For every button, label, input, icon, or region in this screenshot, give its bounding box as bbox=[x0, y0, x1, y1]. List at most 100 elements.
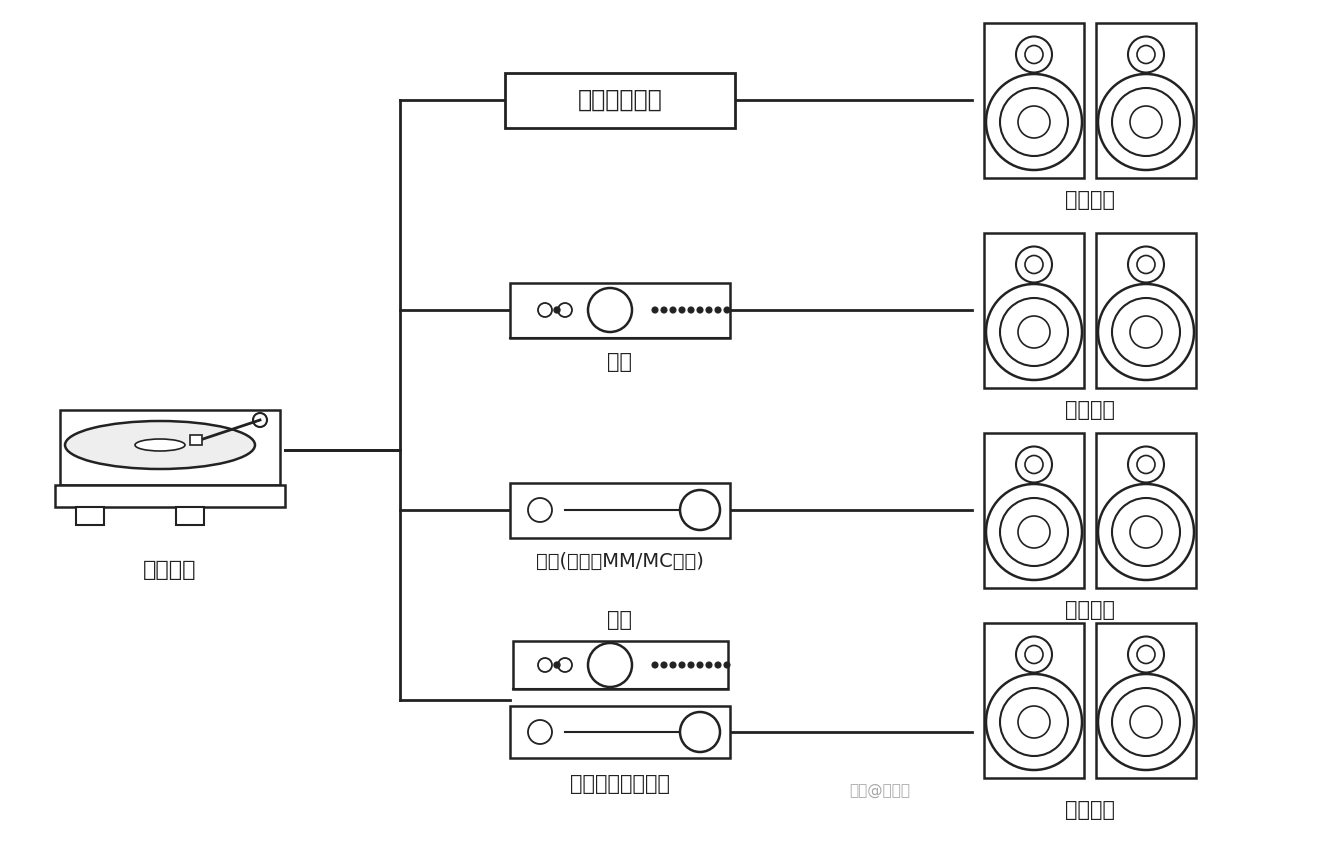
Circle shape bbox=[670, 307, 676, 313]
Circle shape bbox=[1112, 688, 1180, 756]
Circle shape bbox=[1016, 636, 1052, 673]
Bar bbox=[505, 73, 736, 127]
Circle shape bbox=[1016, 246, 1052, 283]
Circle shape bbox=[1019, 706, 1051, 738]
Circle shape bbox=[661, 307, 668, 313]
Bar bbox=[190, 435, 202, 445]
Circle shape bbox=[680, 712, 720, 752]
Bar bbox=[76, 507, 104, 525]
Circle shape bbox=[1025, 646, 1043, 663]
Circle shape bbox=[1129, 516, 1161, 548]
Circle shape bbox=[1097, 484, 1193, 580]
Circle shape bbox=[1025, 45, 1043, 63]
Text: 唱放: 唱放 bbox=[607, 610, 633, 630]
Circle shape bbox=[987, 284, 1081, 380]
Circle shape bbox=[554, 662, 559, 668]
Circle shape bbox=[1019, 106, 1051, 138]
Circle shape bbox=[651, 662, 658, 668]
Circle shape bbox=[1097, 74, 1193, 170]
Circle shape bbox=[1137, 256, 1155, 273]
Text: 功放(带对应MM/MC唱放): 功放(带对应MM/MC唱放) bbox=[537, 552, 704, 571]
Circle shape bbox=[1129, 106, 1161, 138]
Bar bbox=[510, 283, 730, 337]
Circle shape bbox=[680, 490, 720, 530]
Circle shape bbox=[587, 288, 631, 332]
Ellipse shape bbox=[135, 439, 186, 451]
Text: 黑胶唱机: 黑胶唱机 bbox=[143, 560, 196, 580]
Circle shape bbox=[706, 662, 712, 668]
Text: 有源音箱: 有源音箱 bbox=[1065, 400, 1115, 420]
Circle shape bbox=[1000, 298, 1068, 366]
Circle shape bbox=[529, 498, 551, 522]
Bar bbox=[984, 623, 1084, 778]
Circle shape bbox=[1000, 88, 1068, 156]
Circle shape bbox=[688, 662, 694, 668]
Circle shape bbox=[670, 662, 676, 668]
Text: 唱机自带唱放: 唱机自带唱放 bbox=[578, 88, 662, 112]
Circle shape bbox=[1128, 447, 1164, 483]
Bar bbox=[176, 507, 204, 525]
Bar bbox=[984, 232, 1084, 388]
Circle shape bbox=[1112, 88, 1180, 156]
Circle shape bbox=[680, 307, 685, 313]
Circle shape bbox=[1025, 256, 1043, 273]
Circle shape bbox=[716, 662, 721, 668]
Circle shape bbox=[688, 307, 694, 313]
Circle shape bbox=[1000, 498, 1068, 566]
Circle shape bbox=[529, 720, 551, 744]
Bar bbox=[1096, 232, 1196, 388]
Circle shape bbox=[661, 662, 668, 668]
Circle shape bbox=[1128, 36, 1164, 73]
Circle shape bbox=[1097, 284, 1193, 380]
Text: 无源音箱: 无源音箱 bbox=[1065, 600, 1115, 620]
Circle shape bbox=[254, 413, 267, 427]
Circle shape bbox=[680, 662, 685, 668]
Bar bbox=[984, 23, 1084, 178]
Circle shape bbox=[697, 662, 704, 668]
Circle shape bbox=[1137, 455, 1155, 473]
Bar bbox=[984, 433, 1084, 588]
Circle shape bbox=[538, 658, 551, 672]
Circle shape bbox=[1112, 298, 1180, 366]
Circle shape bbox=[554, 307, 559, 313]
Circle shape bbox=[1128, 246, 1164, 283]
Text: 知乎@海绵园: 知乎@海绵园 bbox=[849, 783, 910, 798]
Circle shape bbox=[1019, 516, 1051, 548]
Circle shape bbox=[706, 307, 712, 313]
Circle shape bbox=[1025, 455, 1043, 473]
Text: 唱放: 唱放 bbox=[607, 352, 633, 372]
Circle shape bbox=[587, 643, 631, 687]
Ellipse shape bbox=[65, 421, 255, 469]
Circle shape bbox=[538, 303, 551, 317]
Circle shape bbox=[1016, 36, 1052, 73]
Circle shape bbox=[1112, 498, 1180, 566]
Circle shape bbox=[987, 74, 1081, 170]
Circle shape bbox=[558, 303, 571, 317]
Circle shape bbox=[1129, 316, 1161, 348]
Circle shape bbox=[987, 674, 1081, 770]
Circle shape bbox=[1129, 706, 1161, 738]
Circle shape bbox=[1097, 674, 1193, 770]
Bar bbox=[1096, 23, 1196, 178]
Bar bbox=[513, 641, 728, 689]
Circle shape bbox=[1137, 646, 1155, 663]
Bar bbox=[60, 410, 280, 485]
Circle shape bbox=[987, 484, 1081, 580]
Circle shape bbox=[724, 662, 730, 668]
Bar bbox=[55, 485, 284, 507]
Circle shape bbox=[558, 658, 571, 672]
Circle shape bbox=[651, 307, 658, 313]
Bar bbox=[1096, 623, 1196, 778]
Circle shape bbox=[1128, 636, 1164, 673]
Bar bbox=[1096, 433, 1196, 588]
Circle shape bbox=[1019, 316, 1051, 348]
Circle shape bbox=[697, 307, 704, 313]
Text: 无源音箱: 无源音箱 bbox=[1065, 800, 1115, 820]
Bar bbox=[510, 706, 730, 758]
Text: 有源音箱: 有源音箱 bbox=[1065, 190, 1115, 210]
Circle shape bbox=[1137, 45, 1155, 63]
Circle shape bbox=[1016, 447, 1052, 483]
Bar bbox=[510, 483, 730, 538]
Circle shape bbox=[724, 307, 730, 313]
Circle shape bbox=[716, 307, 721, 313]
